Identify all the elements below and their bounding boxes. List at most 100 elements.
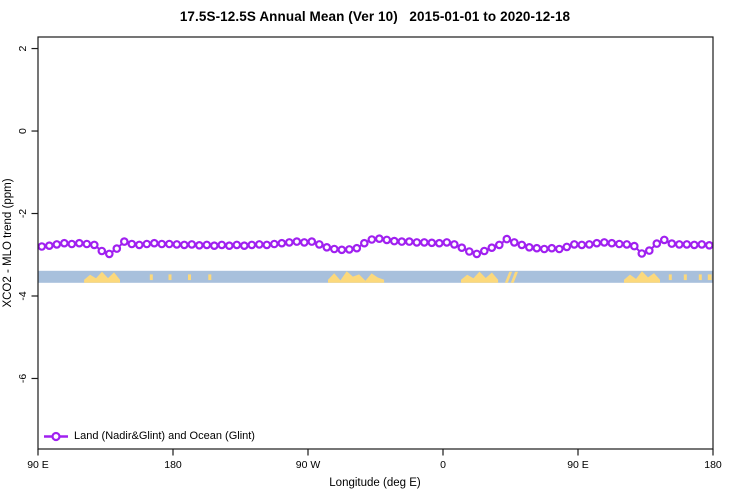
data-point <box>449 240 459 249</box>
data-point <box>704 241 714 250</box>
data-point <box>374 234 384 244</box>
data-point <box>674 240 684 249</box>
data-point <box>187 240 197 249</box>
data-point <box>277 238 287 248</box>
data-point <box>509 238 519 247</box>
data-point <box>622 240 632 249</box>
data-point <box>254 240 264 249</box>
land-island <box>149 274 153 281</box>
land-island <box>188 274 191 281</box>
x-tick-label: 90 E <box>567 459 589 471</box>
data-point <box>112 244 122 253</box>
data-point <box>67 239 77 249</box>
x-tick-label: 180 <box>164 459 182 471</box>
data-point <box>592 238 602 248</box>
data-point <box>434 238 444 248</box>
data-point <box>637 249 647 258</box>
data-point <box>269 239 279 249</box>
land-patch <box>504 271 513 283</box>
x-tick-label: 180 <box>704 459 722 471</box>
y-tick-label: -6 <box>17 374 29 383</box>
data-point <box>105 249 114 259</box>
data-point <box>547 243 557 253</box>
data-point <box>284 238 294 247</box>
data-point <box>202 240 212 250</box>
data-point <box>60 238 69 248</box>
data-point <box>419 238 429 247</box>
data-point <box>292 237 302 246</box>
data-point <box>532 243 542 253</box>
data-point <box>614 239 624 249</box>
x-tick-label: 0 <box>440 459 446 471</box>
data-point <box>404 237 414 246</box>
data-point <box>382 235 392 245</box>
data-point <box>442 238 452 247</box>
data-point <box>524 243 534 252</box>
chart-title: 17.5S-12.5S Annual Mean (Ver 10) 2015-01… <box>179 9 571 24</box>
land-patch <box>461 271 499 283</box>
land-patch <box>510 271 518 283</box>
data-point <box>44 241 54 251</box>
data-point <box>52 240 62 249</box>
data-point <box>97 246 107 256</box>
data-point <box>487 243 497 253</box>
y-tick-label: -2 <box>17 209 29 218</box>
data-point <box>337 245 347 255</box>
data-point <box>584 240 594 249</box>
data-point <box>344 245 354 254</box>
data-point <box>225 241 234 251</box>
land-island <box>707 274 712 281</box>
data-point <box>172 240 182 249</box>
legend-label: Land (Nadir&Glint) and Ocean (Glint) <box>74 430 255 442</box>
data-point <box>682 240 692 249</box>
data-point <box>217 240 227 250</box>
data-point <box>150 238 159 248</box>
data-point <box>352 243 362 253</box>
x-tick-label: 90 W <box>296 459 321 471</box>
data-point <box>389 236 399 246</box>
data-point <box>307 237 317 246</box>
data-point <box>629 241 639 251</box>
data-point <box>127 239 137 249</box>
land-patch <box>84 271 120 283</box>
data-point <box>652 239 662 248</box>
data-point <box>247 240 257 250</box>
y-tick-label: 0 <box>17 128 29 134</box>
data-point <box>299 238 309 247</box>
data-point <box>517 240 527 250</box>
data-point <box>314 240 324 249</box>
data-point <box>494 240 504 250</box>
data-point <box>569 240 579 249</box>
data-point <box>232 240 242 250</box>
data-point <box>262 240 272 250</box>
data-point <box>82 239 92 249</box>
data-point <box>322 243 332 252</box>
land-patch <box>624 271 660 283</box>
data-point <box>577 240 587 250</box>
data-point <box>135 240 144 250</box>
land-island <box>208 274 212 281</box>
land-island <box>683 274 687 281</box>
data-point <box>120 237 129 246</box>
land-island <box>698 274 702 281</box>
data-point <box>472 249 482 259</box>
data-point <box>240 241 249 251</box>
data-point <box>142 239 152 249</box>
data-point <box>210 241 219 251</box>
y-tick-label: -4 <box>17 291 29 300</box>
data-point <box>359 238 369 248</box>
data-point <box>502 234 512 244</box>
data-point <box>644 246 654 255</box>
data-point <box>367 235 377 244</box>
data-point <box>165 239 174 249</box>
land-island <box>668 274 672 281</box>
legend-marker <box>51 431 61 442</box>
data-point <box>90 240 99 250</box>
land-patch <box>328 271 385 283</box>
data-point <box>37 242 47 251</box>
data-point <box>479 246 489 256</box>
data-point <box>599 238 609 247</box>
data-point <box>659 235 669 245</box>
data-point <box>329 244 339 254</box>
